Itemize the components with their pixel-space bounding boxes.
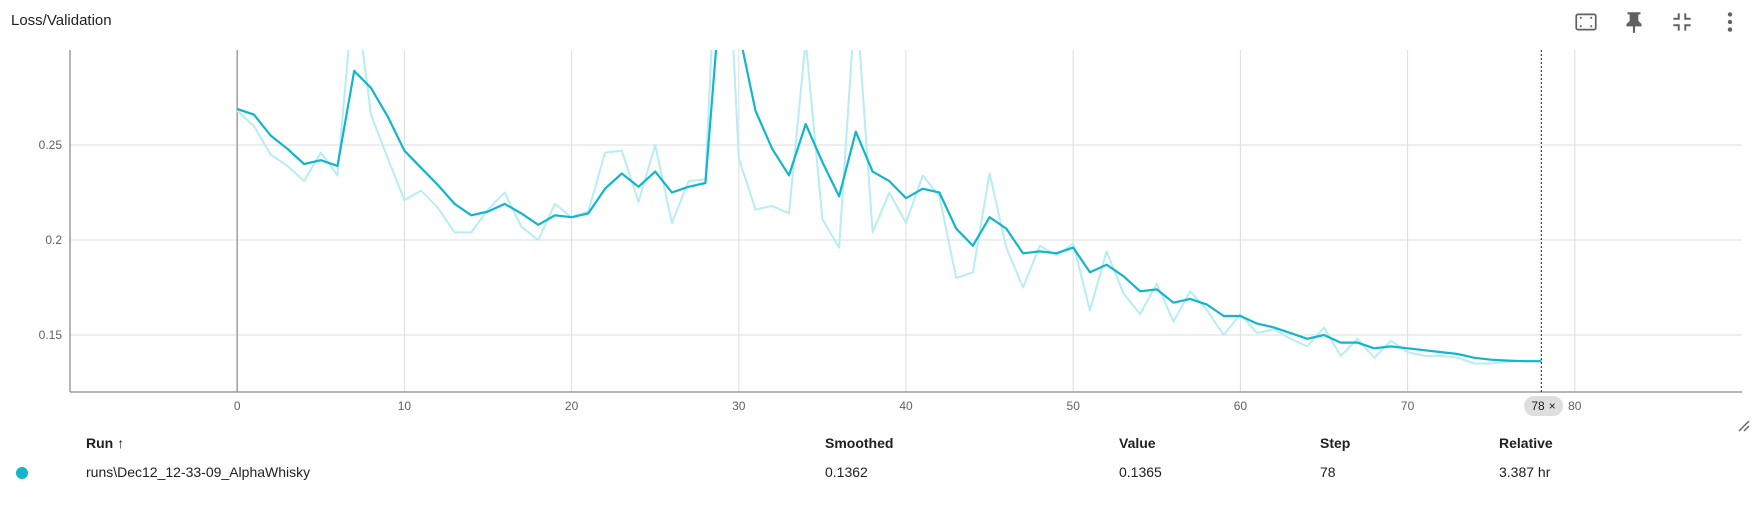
column-header-step[interactable]: Step: [1320, 435, 1351, 451]
column-header-run[interactable]: Run ↑: [86, 435, 124, 451]
pin-icon: [1626, 12, 1642, 33]
card-title: Loss/Validation: [11, 12, 112, 29]
pin-button[interactable]: [1614, 4, 1654, 40]
hover-step-chip[interactable]: 78 ×: [1524, 396, 1563, 416]
y-tick-label-0.15: 0.15: [39, 328, 63, 342]
more-button[interactable]: [1710, 4, 1750, 40]
column-header-run-label: Run: [86, 435, 114, 451]
cell-value: 0.1365: [1119, 464, 1162, 480]
series-line-raw: [236, 50, 1542, 365]
cell-step: 78: [1320, 464, 1336, 480]
x-tick-label-80: 80: [1568, 399, 1582, 413]
resize-handle-icon[interactable]: [1736, 418, 1750, 432]
sort-ascending-icon: ↑: [117, 435, 125, 451]
x-tick-label-50: 50: [1067, 399, 1081, 413]
fit-domain-button[interactable]: [1566, 4, 1606, 40]
line-chart[interactable]: 0 10 20 30 40 50 60 70 80 0.15 0.2 0.25: [0, 0, 1756, 430]
cell-smoothed: 0.1362: [825, 464, 868, 480]
y-tick-label-0.2: 0.2: [45, 233, 62, 247]
series-line-smoothed: [236, 50, 1542, 363]
x-tick-label-0: 0: [234, 399, 241, 413]
run-color-dot: [16, 467, 28, 479]
x-tick-label-60: 60: [1234, 399, 1248, 413]
cell-relative: 3.387 hr: [1499, 464, 1551, 480]
y-tick-label-0.25: 0.25: [39, 138, 63, 152]
close-icon[interactable]: ×: [1548, 399, 1556, 413]
x-tick-label-40: 40: [899, 399, 913, 413]
fit-domain-icon: [1575, 13, 1597, 31]
collapse-icon: [1673, 13, 1691, 31]
more-vert-icon: [1727, 12, 1733, 32]
grid: [70, 50, 1742, 392]
hover-step-value: 78: [1531, 399, 1545, 413]
x-tick-label-70: 70: [1401, 399, 1415, 413]
collapse-button[interactable]: [1662, 4, 1702, 40]
card-toolbar: [1566, 4, 1750, 40]
x-tick-label-20: 20: [565, 399, 579, 413]
series-layer: [236, 50, 1542, 365]
column-header-smoothed[interactable]: Smoothed: [825, 435, 894, 451]
cell-run-name: runs\Dec12_12-33-09_AlphaWhisky: [86, 464, 311, 480]
tick-labels: 0 10 20 30 40 50 60 70 80 0.15 0.2 0.25: [39, 138, 1582, 413]
x-tick-label-30: 30: [732, 399, 746, 413]
column-header-value[interactable]: Value: [1119, 435, 1156, 451]
column-header-relative[interactable]: Relative: [1499, 435, 1553, 451]
axes: [69, 50, 1742, 393]
x-tick-label-10: 10: [398, 399, 412, 413]
